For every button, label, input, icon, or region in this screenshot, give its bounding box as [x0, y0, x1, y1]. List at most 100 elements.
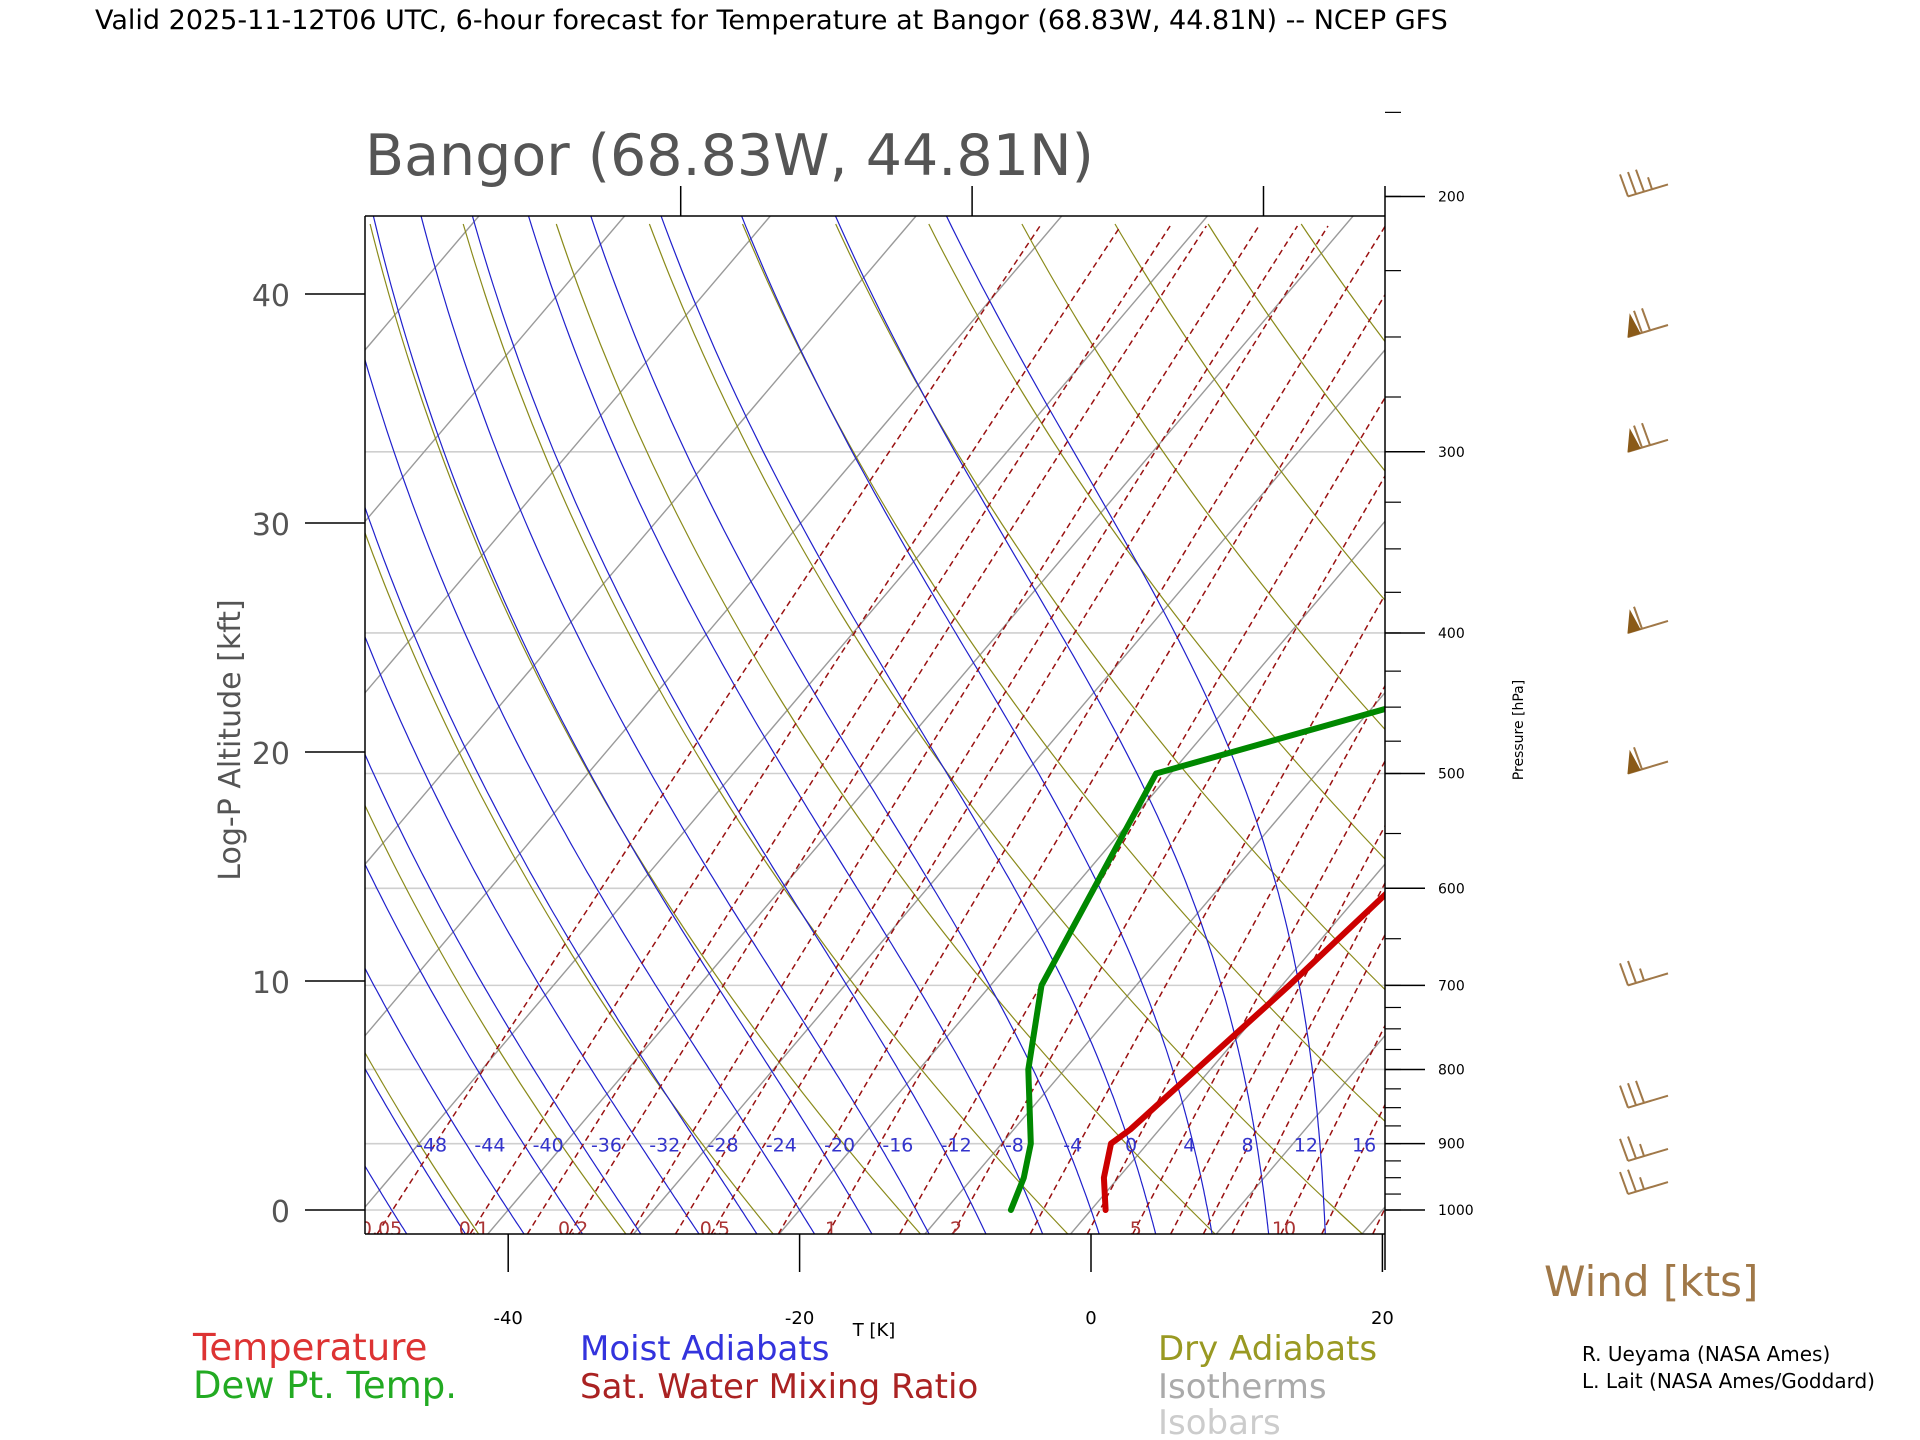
- moist-adiabat-label: 12: [1294, 1135, 1318, 1157]
- mixing-ratio-line: [1415, 226, 1920, 1234]
- moist-adiabat-label: 4: [1183, 1135, 1195, 1157]
- wind-barb-flag: [1627, 609, 1641, 634]
- y-tick-label: 40: [252, 279, 290, 314]
- dry-adiabat-line: [369, 223, 921, 1234]
- chart-title: Bangor (68.83W, 44.81N): [365, 123, 1094, 189]
- wind-barb-feather: [1627, 1136, 1637, 1159]
- dry-adiabat-line: [648, 223, 1363, 1234]
- dry-adiabat-line: [1674, 224, 1920, 1234]
- y-tick-label: 20: [252, 737, 290, 772]
- moist-adiabat-line: [365, 753, 642, 1234]
- moist-adiabat-label: 8: [1242, 1135, 1254, 1157]
- dry-adiabat-line: [462, 223, 1069, 1234]
- wind-barb-feather: [1641, 308, 1651, 331]
- mixing-ratio-line: [1086, 684, 1385, 1234]
- wind-axis-label: Wind [kts]: [1544, 1257, 1758, 1306]
- pressure-tick-label: 1000: [1438, 1203, 1474, 1219]
- moist-adiabat-label: -48: [416, 1135, 447, 1157]
- dry-adiabat-line: [1581, 224, 1920, 1234]
- x-tick-label: 0: [1085, 1308, 1096, 1329]
- pressure-tick-label: 300: [1438, 445, 1465, 461]
- mixing-ratio-line: [1463, 226, 1920, 1234]
- mixing-ratio-line: [1372, 1206, 1385, 1234]
- wind-barb-shaft: [1627, 183, 1669, 198]
- wind-barb: [1619, 960, 1669, 987]
- mixing-ratio-line: [952, 474, 1385, 1234]
- dry-adiabat-line: [0, 224, 37, 1234]
- wind-barb-feather: [1619, 1085, 1629, 1108]
- moist-adiabat-label: -44: [474, 1135, 505, 1157]
- moist-adiabat-line: [365, 862, 584, 1234]
- moist-adiabat-line: [365, 1067, 467, 1234]
- legend-mixing-ratio: Sat. Water Mixing Ratio: [580, 1367, 978, 1407]
- chart-axes: -40 -20 0 200102030401000900800700600500400…: [252, 111, 1474, 1329]
- wind-barb-flag: [1627, 749, 1641, 775]
- moist-adiabat-label: 16: [1352, 1135, 1376, 1157]
- isotherm-line: [778, 520, 1385, 1234]
- y-tick-label: 10: [252, 966, 290, 1001]
- y-axis-label: Log-P Altitude [kft]: [213, 599, 248, 880]
- wind-barb: [1619, 169, 1669, 198]
- legend-dry-adiabats: Dry Adiabats: [1158, 1329, 1377, 1369]
- moist-adiabat-label: -40: [533, 1135, 564, 1157]
- isotherm-line: [1508, 216, 1920, 1234]
- mixing-ratio-label: 2: [950, 1218, 962, 1240]
- mixing-ratio-line: [827, 293, 1385, 1234]
- pressure-tick-label: 800: [1438, 1062, 1465, 1078]
- moist-adiabat-label: -24: [766, 1135, 797, 1157]
- pressure-axis-label: Pressure [hPa]: [1511, 680, 1527, 780]
- mixing-ratio-line: [376, 225, 1041, 1234]
- mixing-ratio-line: [1321, 1103, 1385, 1234]
- wind-barb-shaft: [1627, 1147, 1669, 1162]
- wind-barb-half-feather: [1647, 176, 1653, 190]
- pressure-tick-label: 500: [1438, 766, 1465, 782]
- moist-adiabat-line: [365, 635, 700, 1234]
- mixing-ratio-line: [899, 396, 1385, 1234]
- isotherm-line: [924, 691, 1385, 1234]
- pressure-tick-label: 600: [1438, 881, 1465, 897]
- mixing-ratio-label: 5: [1130, 1218, 1142, 1240]
- dry-adiabat-line: [1021, 223, 1385, 731]
- moist-adiabat-label: -4: [1063, 1135, 1082, 1157]
- mixing-ratio-label: 0.5: [700, 1218, 730, 1240]
- mixing-ratio-label: 10: [1272, 1218, 1296, 1240]
- wind-barb-shaft: [1627, 972, 1669, 987]
- wind-barb-feather: [1635, 169, 1645, 192]
- wind-barb-shaft: [1627, 1094, 1669, 1109]
- dry-adiabat-line: [0, 224, 184, 1234]
- isotherm-line: [365, 216, 626, 523]
- isotherm-line: [0, 216, 188, 1234]
- wind-barb-feather: [1641, 422, 1651, 446]
- dewpoint-profile-line: [1007, 705, 1385, 1213]
- moist-adiabat-line: [660, 216, 1157, 1234]
- x-tick-label: -20: [785, 1308, 814, 1329]
- moist-adiabat-line: [740, 216, 1213, 1234]
- wind-barb-feather: [1633, 310, 1643, 334]
- wind-barb-shaft: [1627, 1181, 1669, 1196]
- mixing-ratio-line: [710, 225, 1329, 1234]
- dry-adiabat-line: [1767, 224, 1920, 1234]
- moist-adiabat-line: [834, 216, 1270, 1234]
- temperature-profile-line: [1100, 890, 1385, 1213]
- isotherm-line: [1070, 863, 1385, 1234]
- wind-barb-feather: [1633, 746, 1643, 770]
- moist-adiabat-line: [372, 216, 873, 1234]
- wind-barb: [1627, 606, 1669, 634]
- mixing-ratio-line: [629, 225, 1260, 1234]
- chart-series-layer: [1007, 705, 1385, 1213]
- legend-isobars: Isobars: [1158, 1403, 1281, 1440]
- isotherm-line: [365, 216, 917, 866]
- isotherm-line: [0, 216, 42, 1234]
- moist-adiabat-label: -20: [824, 1135, 855, 1157]
- x-axis-label: T [K]: [852, 1320, 896, 1341]
- wind-barb-feather: [1633, 606, 1643, 630]
- wind-barb-feather: [1633, 425, 1643, 448]
- isotherm-line: [1653, 216, 1920, 1234]
- isotherm-line: [365, 216, 771, 694]
- x-tick-label: 20: [1371, 1308, 1394, 1329]
- page-header-title: Valid 2025-11-12T06 UTC, 6-hour forecast…: [95, 5, 1448, 36]
- moist-adiabat-line: [365, 967, 525, 1234]
- legend-dewpoint: Dew Pt. Temp.: [193, 1364, 457, 1407]
- dry-adiabat-line: [1394, 224, 1920, 1234]
- wind-barb-feather: [1627, 1082, 1637, 1106]
